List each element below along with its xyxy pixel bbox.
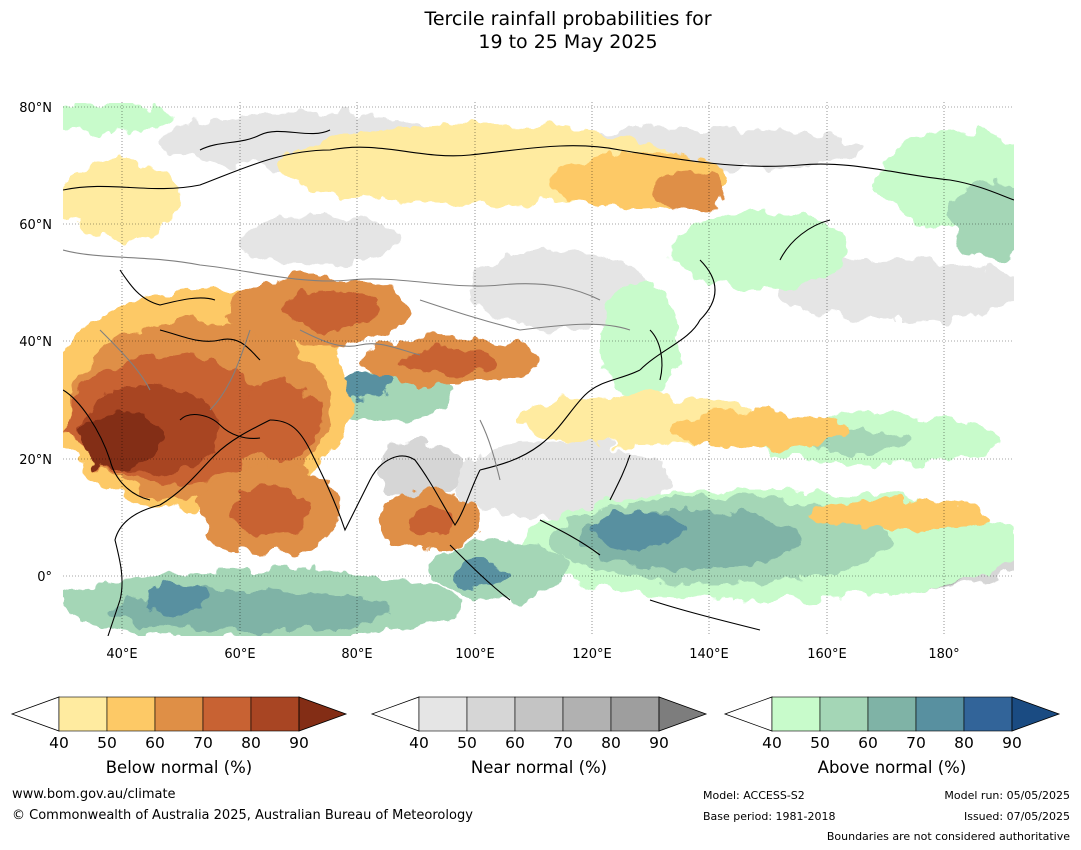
below-normal-region: [240, 380, 320, 460]
near-normal-bin: [610, 696, 660, 732]
above-normal-region: [145, 585, 205, 615]
near-normal-low-extension: [370, 696, 420, 732]
above-normal-bin: [915, 696, 965, 732]
above-normal-low-extension: [723, 696, 773, 732]
above-normal-bin: [963, 696, 1013, 732]
above-normal-bin: [867, 696, 917, 732]
near-normal-bin: [562, 696, 612, 732]
above-tick-80: 80: [954, 734, 974, 750]
above-normal-high-extension: [1011, 696, 1061, 732]
near-tick-90: 90: [649, 734, 669, 750]
above-tick-60: 60: [858, 734, 878, 750]
below-normal-region: [670, 412, 850, 448]
lat-label-60n: 60°N: [19, 218, 52, 233]
lon-label-120e: 120°E: [572, 647, 612, 662]
lon-label-40e: 40°E: [106, 647, 137, 662]
lat-label-80n: 80°N: [19, 101, 52, 116]
below-tick-50: 50: [97, 734, 117, 750]
issued-date: Issued: 07/05/2025: [963, 810, 1070, 823]
above-normal-region: [450, 561, 510, 589]
below-normal-bin: [202, 696, 252, 732]
colorbars: 40 50 60 70 80 90 40 50 60 70 80 90 40 5…: [10, 696, 1061, 750]
near-tick-60: 60: [505, 734, 525, 750]
model-run-date: Model run: 05/05/2025: [944, 789, 1070, 802]
latitude-labels: 80°N 60°N 40°N 20°N 0°: [19, 101, 52, 585]
title-line-2: 19 to 25 May 2025: [478, 31, 658, 53]
near-normal-region: [380, 440, 460, 500]
above-normal-region: [950, 180, 1014, 260]
below-normal-region: [405, 507, 455, 537]
above-tick-90: 90: [1002, 734, 1022, 750]
above-tick-40: 40: [762, 734, 782, 750]
lat-label-20n: 20°N: [19, 453, 52, 468]
base-period: Base period: 1981-2018: [703, 810, 836, 823]
below-normal-region: [655, 168, 725, 212]
below-tick-60: 60: [145, 734, 165, 750]
colorbar-ticks: 40 50 60 70 80 90 40 50 60 70 80 90 40 5…: [49, 734, 1022, 750]
above-normal-bin: [771, 696, 821, 732]
below-normal-colorbar: [10, 696, 348, 732]
above-normal-bin: [819, 696, 869, 732]
longitude-labels: 40°E 60°E 80°E 100°E 120°E 140°E 160°E 1…: [106, 647, 959, 662]
below-normal-region: [400, 350, 500, 374]
gridlines: [63, 102, 1014, 636]
below-normal-high-extension: [298, 696, 348, 732]
near-tick-70: 70: [553, 734, 573, 750]
probability-fields: [63, 103, 1014, 636]
below-normal-region: [63, 160, 180, 240]
near-tick-80: 80: [601, 734, 621, 750]
below-tick-40: 40: [49, 734, 69, 750]
coastlines: [63, 129, 1014, 636]
above-normal-region: [63, 103, 170, 133]
above-normal-region: [600, 280, 680, 400]
copyright-text: © Commonwealth of Australia 2025, Austra…: [12, 808, 473, 823]
above-tick-70: 70: [906, 734, 926, 750]
below-tick-80: 80: [241, 734, 261, 750]
lon-label-180: 180°: [928, 647, 959, 662]
lon-label-60e: 60°E: [224, 647, 255, 662]
below-normal-bin: [106, 696, 156, 732]
near-normal-bin: [466, 696, 516, 732]
chart-title: Tercile rainfall probabilities for 19 to…: [0, 8, 1081, 54]
near-normal-region: [780, 260, 1014, 320]
near-normal-bin: [418, 696, 468, 732]
model-name: Model: ACCESS-S2: [703, 789, 805, 802]
near-normal-region: [450, 440, 670, 520]
below-tick-70: 70: [193, 734, 213, 750]
country-borders: [63, 249, 631, 481]
rainfall-map: 80°N 60°N 40°N 20°N 0° 40°E 60°E 80°E 10…: [19, 101, 1014, 662]
title-line-1: Tercile rainfall probabilities for: [424, 8, 712, 30]
lon-label-80e: 80°E: [341, 647, 372, 662]
near-normal-colorbar: [370, 696, 708, 732]
boundary-disclaimer: Boundaries are not considered authoritat…: [826, 830, 1070, 843]
above-normal-region: [670, 210, 850, 290]
below-normal-bin: [250, 696, 300, 732]
lat-label-40n: 40°N: [19, 335, 52, 350]
near-normal-region: [470, 250, 650, 330]
lon-label-160e: 160°E: [807, 647, 847, 662]
below-normal-region: [230, 485, 310, 535]
below-normal-region: [280, 290, 380, 330]
above-normal-region: [595, 512, 685, 548]
lat-label-0: 0°: [37, 570, 52, 585]
below-normal-bin: [154, 696, 204, 732]
near-normal-bin: [514, 696, 564, 732]
lon-label-140e: 140°E: [689, 647, 729, 662]
below-normal-bin: [58, 696, 108, 732]
below-normal-low-extension: [10, 696, 60, 732]
near-tick-40: 40: [409, 734, 429, 750]
lon-label-100e: 100°E: [455, 647, 495, 662]
above-normal-legend-title: Above normal (%): [817, 758, 967, 777]
below-normal-region: [810, 501, 990, 529]
below-tick-90: 90: [289, 734, 309, 750]
website-link[interactable]: www.bom.gov.au/climate: [12, 787, 176, 802]
below-normal-legend-title: Below normal (%): [105, 758, 253, 777]
near-normal-high-extension: [658, 696, 708, 732]
above-tick-50: 50: [810, 734, 830, 750]
near-normal-region: [240, 215, 400, 265]
above-normal-colorbar: [723, 696, 1061, 732]
below-normal-region: [80, 410, 160, 470]
near-tick-50: 50: [457, 734, 477, 750]
near-normal-legend-title: Near normal (%): [470, 758, 608, 777]
